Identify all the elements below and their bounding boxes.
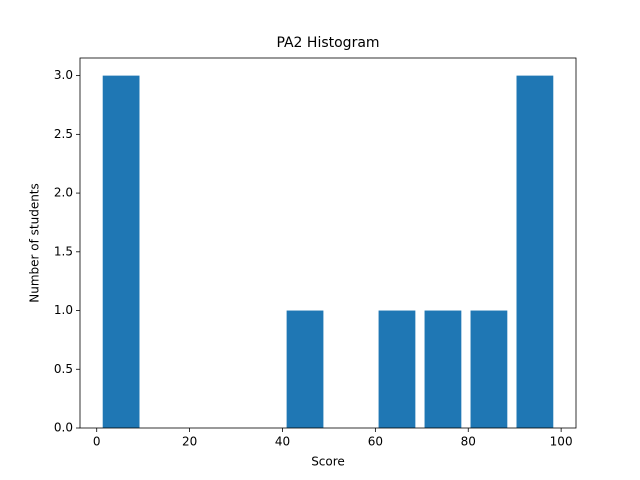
bar <box>516 75 554 428</box>
x-axis-label: Score <box>311 455 345 469</box>
x-tick-label: 100 <box>550 435 573 449</box>
y-tick-label: 1.5 <box>54 244 73 258</box>
y-axis-label: Number of students <box>28 183 42 303</box>
bar <box>286 310 324 428</box>
bar <box>424 310 462 428</box>
y-tick-label: 0.5 <box>54 362 73 376</box>
y-tick-label: 0.0 <box>54 421 73 435</box>
x-tick-label: 80 <box>461 435 476 449</box>
y-tick-label: 2.5 <box>54 127 73 141</box>
x-tick-label: 60 <box>368 435 383 449</box>
x-tick-label: 20 <box>182 435 197 449</box>
chart-title: PA2 Histogram <box>276 35 379 51</box>
y-tick-label: 1.0 <box>54 303 73 317</box>
x-tick-label: 40 <box>275 435 290 449</box>
bar <box>102 75 140 428</box>
bar <box>470 310 508 428</box>
y-tick-label: 2.0 <box>54 186 73 200</box>
plot-frame <box>79 57 577 429</box>
x-tick-label: 0 <box>93 435 101 449</box>
bar <box>378 310 416 428</box>
y-tick-label: 3.0 <box>54 68 73 82</box>
